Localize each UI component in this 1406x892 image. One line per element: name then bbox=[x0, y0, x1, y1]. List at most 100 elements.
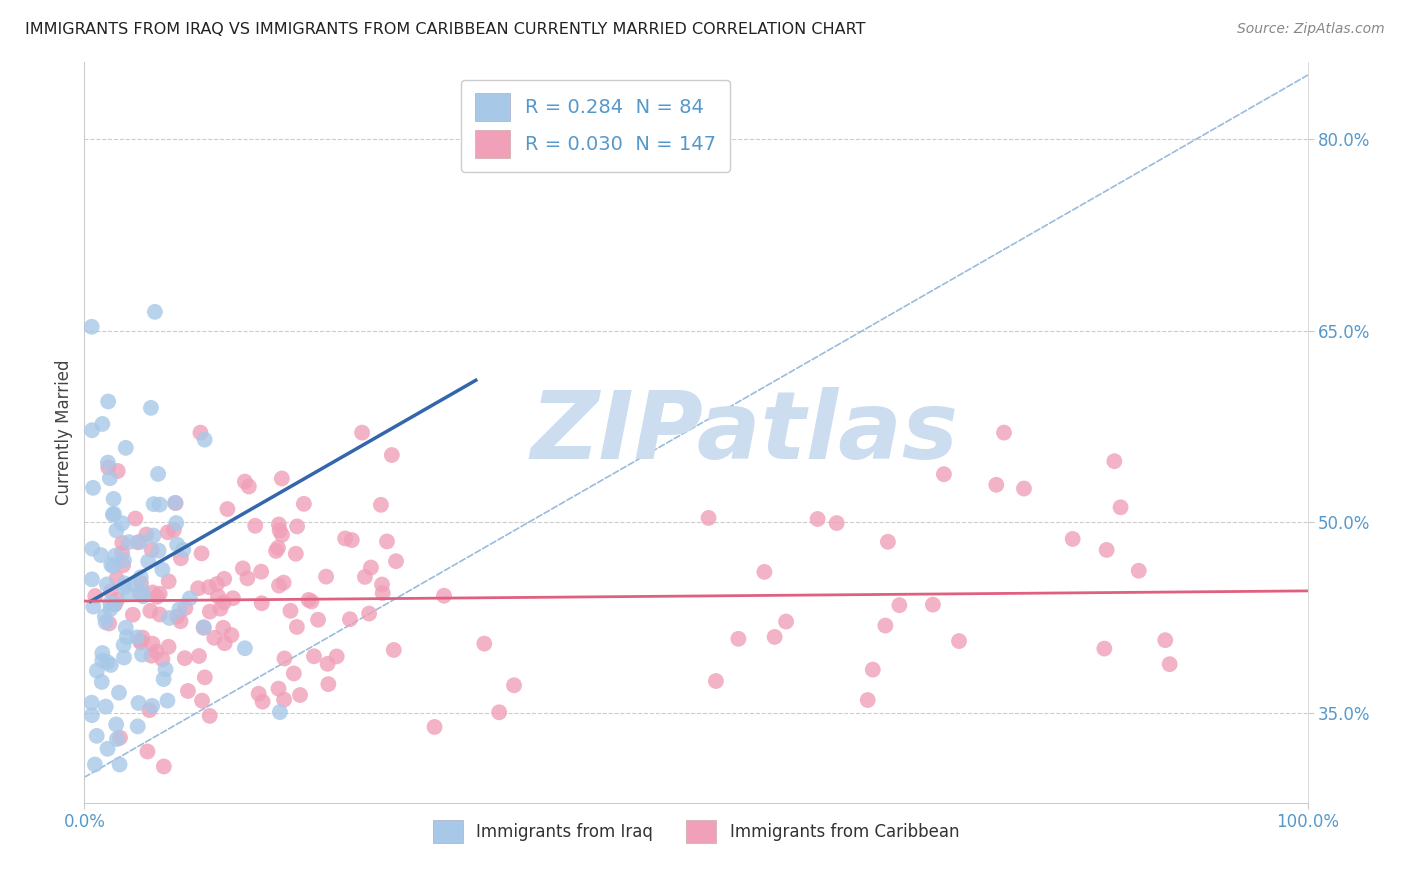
Point bbox=[132, 589, 155, 603]
Point bbox=[352, 425, 374, 440]
Point bbox=[146, 590, 169, 604]
Point bbox=[236, 571, 259, 585]
Point bbox=[108, 757, 131, 772]
Point bbox=[169, 614, 191, 628]
Point bbox=[381, 448, 404, 462]
Point bbox=[232, 561, 254, 575]
Point bbox=[83, 757, 105, 772]
Point bbox=[932, 467, 955, 482]
Point bbox=[146, 467, 169, 481]
Point bbox=[112, 650, 135, 665]
Point bbox=[90, 675, 112, 690]
Point bbox=[100, 584, 122, 599]
Point bbox=[433, 589, 456, 603]
Point bbox=[103, 559, 125, 574]
Point bbox=[193, 620, 215, 634]
Point bbox=[340, 533, 363, 547]
Point bbox=[170, 551, 193, 566]
Point bbox=[142, 585, 165, 599]
Point bbox=[166, 609, 188, 624]
Point bbox=[1104, 454, 1126, 468]
Point bbox=[298, 593, 321, 607]
Point bbox=[98, 616, 121, 631]
Point bbox=[91, 417, 114, 431]
Point bbox=[86, 664, 108, 678]
Point bbox=[194, 670, 217, 684]
Point bbox=[80, 696, 103, 710]
Point bbox=[104, 597, 127, 611]
Point bbox=[80, 573, 103, 587]
Point bbox=[94, 615, 117, 630]
Point bbox=[267, 541, 290, 555]
Point bbox=[273, 692, 295, 706]
Point bbox=[101, 508, 124, 522]
Point bbox=[136, 554, 159, 568]
Point bbox=[754, 565, 776, 579]
Point bbox=[371, 577, 394, 591]
Point bbox=[315, 569, 337, 583]
Point bbox=[129, 576, 152, 591]
Point bbox=[922, 598, 945, 612]
Point bbox=[188, 648, 211, 663]
Point bbox=[108, 686, 131, 700]
Point bbox=[382, 643, 405, 657]
Point bbox=[285, 519, 308, 533]
Point bbox=[1128, 564, 1150, 578]
Point bbox=[283, 666, 305, 681]
Point bbox=[763, 630, 786, 644]
Point bbox=[1012, 482, 1035, 496]
Point bbox=[111, 536, 134, 550]
Point bbox=[316, 657, 339, 671]
Point bbox=[105, 592, 128, 607]
Point bbox=[862, 663, 884, 677]
Point bbox=[359, 607, 381, 621]
Point bbox=[105, 524, 128, 538]
Point bbox=[301, 594, 323, 608]
Point bbox=[112, 553, 135, 567]
Point bbox=[177, 684, 200, 698]
Text: ZIPatlas: ZIPatlas bbox=[531, 386, 959, 479]
Point bbox=[174, 601, 197, 615]
Point bbox=[105, 732, 128, 747]
Point bbox=[198, 709, 221, 723]
Point bbox=[250, 596, 273, 610]
Point bbox=[84, 589, 107, 603]
Point bbox=[145, 644, 167, 658]
Point bbox=[150, 563, 173, 577]
Point bbox=[163, 523, 186, 537]
Point bbox=[190, 546, 212, 560]
Point bbox=[354, 570, 377, 584]
Point bbox=[271, 528, 294, 542]
Point bbox=[124, 511, 146, 525]
Point bbox=[104, 549, 127, 563]
Point bbox=[247, 687, 270, 701]
Point bbox=[194, 433, 217, 447]
Point bbox=[288, 688, 311, 702]
Point bbox=[697, 511, 720, 525]
Point bbox=[339, 612, 361, 626]
Point bbox=[156, 693, 179, 707]
Point bbox=[125, 631, 148, 645]
Point bbox=[825, 516, 848, 530]
Point bbox=[122, 577, 145, 591]
Point bbox=[1062, 532, 1084, 546]
Point bbox=[149, 607, 172, 622]
Point bbox=[121, 607, 143, 622]
Point bbox=[875, 618, 897, 632]
Point bbox=[111, 546, 134, 560]
Point bbox=[360, 560, 382, 574]
Point bbox=[1092, 641, 1115, 656]
Point bbox=[273, 651, 295, 665]
Point bbox=[114, 441, 136, 455]
Point bbox=[191, 693, 214, 707]
Text: Source: ZipAtlas.com: Source: ZipAtlas.com bbox=[1237, 22, 1385, 37]
Point bbox=[423, 720, 446, 734]
Point bbox=[115, 630, 138, 644]
Point bbox=[292, 497, 315, 511]
Point bbox=[98, 471, 121, 485]
Point bbox=[280, 604, 302, 618]
Point bbox=[205, 577, 228, 591]
Point bbox=[269, 705, 291, 719]
Point bbox=[157, 611, 180, 625]
Point bbox=[163, 496, 186, 510]
